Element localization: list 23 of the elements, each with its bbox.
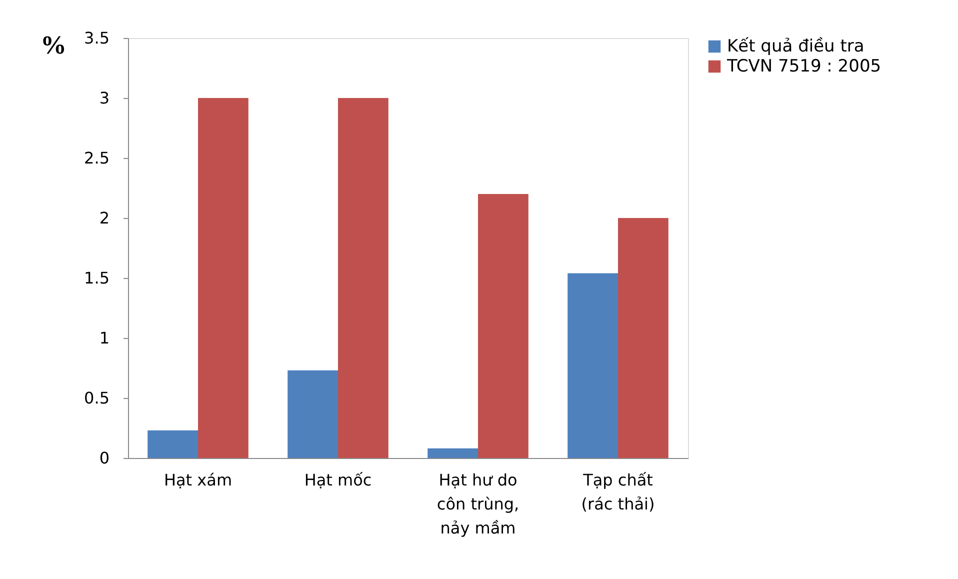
x-tick-label: Hạt xám [164,470,232,490]
legend-label: Kết quả điều tra [727,36,864,56]
bar [568,273,618,458]
x-tick-label: Tạp chất (rác thải) [581,470,655,514]
y-tick-label: 2 [99,208,110,228]
x-tick-label: Hạt hư do côn trùng, nảy mầm [436,470,520,538]
x-tick-label: Hạt mốc [304,470,372,490]
y-tick-label: 1.5 [84,268,110,288]
bar [478,194,528,458]
bar [148,430,198,458]
y-tick-label: 0.5 [84,388,110,408]
legend-label: TCVN 7519 : 2005 [726,56,882,76]
bar [428,448,478,458]
bar [288,370,338,458]
bar [338,98,388,458]
y-tick-label: 1 [99,328,110,348]
y-tick-label: 2.5 [84,148,110,168]
y-tick-label: 0 [99,448,110,468]
y-tick-label: 3 [99,88,110,108]
bar [618,218,668,458]
bar [198,98,248,458]
y-axis-title: % [40,30,66,60]
y-tick-label: 3.5 [84,28,110,48]
